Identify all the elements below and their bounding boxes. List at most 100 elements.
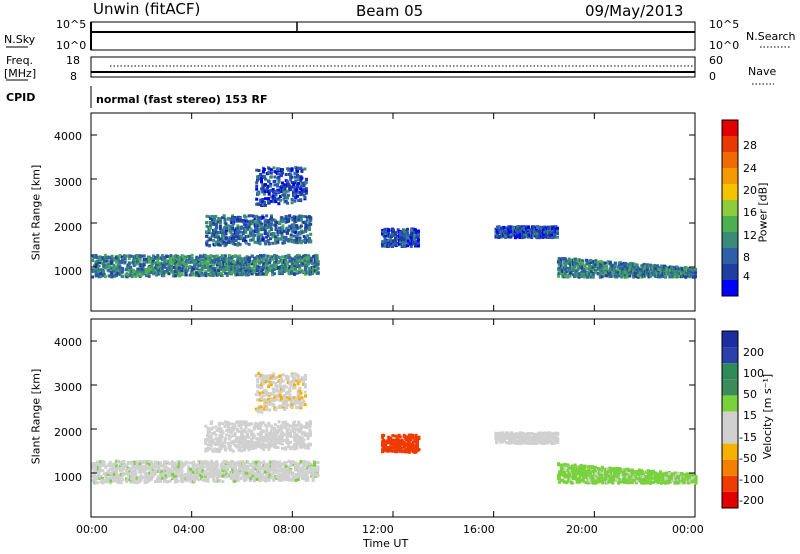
echo-cell (284, 215, 288, 218)
echo-cell (132, 258, 136, 262)
echo-cell (315, 257, 319, 261)
echo-cell (603, 271, 607, 275)
echo-cell (178, 266, 182, 270)
echo-cell (403, 238, 407, 242)
echo-cell (209, 224, 212, 228)
echo-cell (259, 172, 263, 176)
echo-cell (576, 266, 580, 270)
echo-cell (275, 475, 279, 479)
echo-cell (299, 467, 303, 470)
echo-cell (292, 223, 296, 226)
echo-cell (109, 273, 113, 277)
echo-cell (254, 259, 258, 263)
echo-cell (215, 225, 219, 229)
echo-cell (126, 461, 130, 464)
echo-cell (615, 274, 619, 278)
echo-cell (410, 242, 414, 246)
echo-cell (159, 256, 163, 260)
power-ytick: 4000 (54, 130, 82, 143)
echo-cell (581, 261, 585, 265)
echo-cell (215, 242, 219, 246)
echo-cell (609, 263, 613, 267)
echo-cell (284, 464, 288, 468)
freq-unit: [MHz] (4, 67, 37, 80)
echo-cell (252, 472, 256, 476)
echo-cell (121, 270, 124, 273)
echo-cell (256, 219, 260, 223)
echo-cell (119, 473, 123, 476)
echo-cell (222, 234, 226, 238)
echo-cell (93, 462, 97, 465)
echo-cell (619, 261, 622, 265)
echo-cell (162, 472, 166, 475)
echo-cell (130, 275, 134, 279)
echo-cell (230, 271, 234, 274)
echo-cell (267, 167, 271, 171)
echo-cell (263, 467, 267, 471)
echo-cell (381, 244, 385, 248)
echo-cell (551, 236, 555, 240)
echo-cell (148, 471, 152, 475)
echo-cell (275, 254, 279, 258)
echo-cell (217, 257, 221, 261)
echo-cell (209, 459, 213, 463)
echo-cell (221, 441, 225, 445)
echo-cell (176, 467, 180, 471)
echo-cell (244, 476, 248, 480)
echo-cell (163, 265, 167, 269)
echo-cell (274, 239, 278, 243)
echo-cell (642, 262, 646, 266)
echo-cell (148, 269, 152, 273)
echo-cell (210, 234, 214, 238)
echo-cell (685, 267, 689, 270)
echo-cell (189, 467, 193, 471)
echo-cell (195, 476, 199, 480)
echo-cell (496, 233, 499, 237)
echo-cell (293, 262, 297, 266)
echo-cell (119, 475, 123, 479)
echo-cell (252, 466, 256, 470)
echo-cell (142, 268, 146, 272)
echo-cell (561, 265, 565, 269)
echo-cell (135, 467, 139, 470)
echo-cell (636, 270, 640, 274)
echo-cell (599, 262, 603, 266)
echo-cell (254, 262, 258, 266)
echo-cell (204, 270, 208, 274)
echo-cell (204, 254, 207, 258)
echo-cell (563, 257, 567, 261)
echo-cell (289, 478, 293, 482)
echo-cell (624, 267, 628, 271)
echo-cell (212, 215, 216, 219)
velocity-cbar-tick: -50 (739, 452, 757, 465)
echo-cell (116, 473, 120, 477)
echo-cell (299, 184, 303, 188)
echo-cell (299, 224, 303, 228)
echo-cell (215, 255, 219, 259)
echo-cell (294, 465, 298, 469)
echo-cell (518, 232, 522, 236)
echo-cell (677, 274, 681, 278)
echo-cell (162, 274, 166, 278)
echo-cell (212, 221, 216, 225)
echo-cell (209, 265, 213, 268)
echo-cell (242, 262, 246, 266)
echo-cell (387, 244, 391, 248)
echo-cell (103, 275, 107, 279)
echo-cell (267, 469, 271, 473)
echo-cell (170, 270, 173, 274)
echo-cell (272, 190, 276, 194)
echo-cell (263, 218, 267, 222)
echo-cell (166, 467, 170, 471)
echo-cell (316, 461, 320, 464)
echo-cell (636, 273, 640, 277)
echo-cell (219, 268, 223, 272)
echo-cell (96, 471, 100, 475)
echo-cell (261, 186, 265, 190)
echo-cell (203, 459, 207, 463)
echo-cell (246, 227, 250, 231)
echo-cell (274, 193, 278, 197)
echo-cell (280, 169, 284, 173)
echo-cell (264, 189, 267, 193)
echo-cell (184, 273, 188, 277)
